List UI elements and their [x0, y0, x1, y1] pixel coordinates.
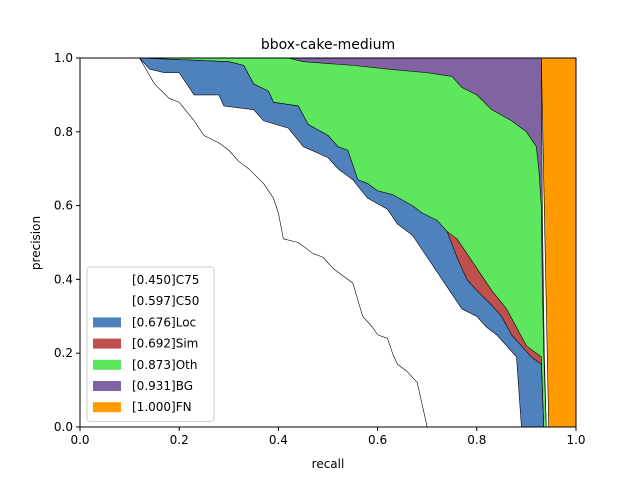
axes-frame	[79, 57, 577, 428]
x-tick-label: 1.0	[566, 433, 585, 447]
y-tick-label: 0.4	[54, 272, 73, 286]
chart-title: bbox-cake-medium	[261, 37, 395, 53]
y-axis-label: precision	[29, 216, 43, 270]
x-tick-label: 0.0	[70, 433, 89, 447]
x-tick-label: 0.2	[170, 433, 189, 447]
legend-label-bg: [0.931]BG	[132, 379, 193, 393]
legend-swatch-loc	[93, 317, 121, 328]
legend-label-sim: [0.692]Sim	[132, 337, 198, 351]
y-tick-label: 0.8	[54, 125, 73, 139]
legend-label-c75: [0.450]C75	[132, 273, 199, 287]
x-tick-label: 0.4	[269, 433, 288, 447]
legend-swatch-fn	[93, 402, 121, 413]
legend-swatch-sim	[93, 338, 121, 349]
x-tick-label: 0.6	[368, 433, 387, 447]
y-tick-label: 0.2	[54, 346, 73, 360]
legend-label-fn: [1.000]FN	[132, 400, 192, 414]
legend-swatch-bg	[93, 381, 121, 391]
legend-swatch-c50	[93, 296, 121, 307]
legend-swatch-oth	[93, 359, 121, 370]
legend-label-oth: [0.873]Oth	[132, 358, 197, 372]
legend-swatch-c75	[93, 275, 121, 285]
x-axis-label: recall	[312, 457, 345, 471]
legend-label-c50: [0.597]C50	[132, 294, 199, 308]
x-tick-label: 0.8	[467, 433, 486, 447]
axes: 0.0 0.2 0.4 0.6 0.8 1.0 0.0 0.2 0.4 0.6 0.8 1.0	[54, 51, 586, 447]
y-tick-label: 0.0	[54, 420, 73, 434]
legend-label-loc: [0.676]Loc	[132, 315, 196, 329]
y-tick-label: 1.0	[54, 51, 73, 65]
legend: [0.450]C75 [0.597]C50 [0.676]Loc [0.692]Sim…	[86, 266, 215, 422]
y-tick-label: 0.6	[54, 199, 73, 213]
